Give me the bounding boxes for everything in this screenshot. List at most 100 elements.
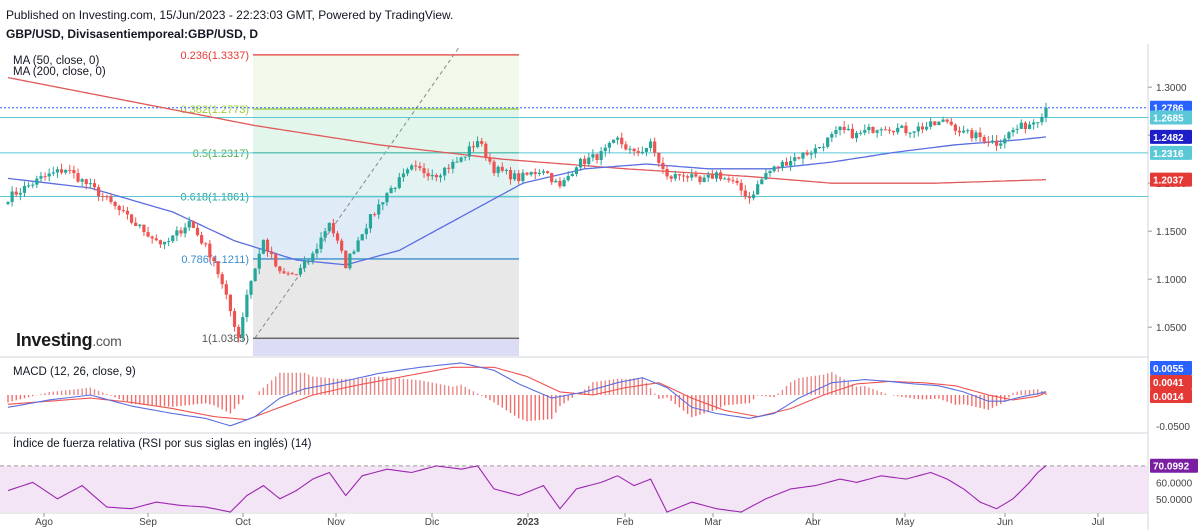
candle-body xyxy=(208,243,212,258)
candle-body xyxy=(640,151,644,153)
candle-body xyxy=(154,238,158,241)
candle-body xyxy=(393,187,397,189)
ma50-legend[interactable]: MA (50, close, 0) xyxy=(13,55,100,67)
candle-body xyxy=(756,184,760,195)
candle-body xyxy=(554,180,558,183)
candle-body xyxy=(302,261,307,268)
candle-body xyxy=(887,129,892,131)
candle-body xyxy=(64,169,68,173)
candle-body xyxy=(467,146,471,157)
candle-body xyxy=(385,193,389,203)
candle-body xyxy=(949,121,953,125)
candle-body xyxy=(801,152,805,159)
candle-body xyxy=(1007,132,1011,139)
candle-body xyxy=(780,161,784,168)
candle-body xyxy=(195,227,200,236)
candle-body xyxy=(854,132,859,139)
candle-body xyxy=(294,274,298,276)
candle-body xyxy=(945,119,949,122)
candle-body xyxy=(681,175,686,177)
rsi-legend[interactable]: Índice de fuerza relativa (RSI por sus s… xyxy=(13,438,312,450)
ma200-legend[interactable]: MA (200, close, 0) xyxy=(13,66,106,78)
candle-body xyxy=(550,173,554,183)
symbol-title: GBP/USD, Divisasentiemporeal:GBP/USD, D xyxy=(6,27,259,41)
candle-body xyxy=(525,172,529,175)
candle-body xyxy=(92,183,97,188)
candle-body xyxy=(142,224,146,233)
candle-body xyxy=(760,179,764,185)
fib-zone xyxy=(253,54,519,109)
candle-body xyxy=(1027,124,1032,130)
candle-body xyxy=(463,156,467,158)
candle-body xyxy=(978,132,982,138)
candle-body xyxy=(953,124,957,131)
candle-body xyxy=(904,125,908,134)
candle-body xyxy=(908,132,912,134)
candle-body xyxy=(51,172,55,174)
fib-zone xyxy=(253,258,519,339)
candle-body xyxy=(187,221,191,228)
candle-body xyxy=(443,167,447,176)
candle-body xyxy=(307,260,311,262)
candle-body xyxy=(249,281,253,295)
candle-body xyxy=(826,137,830,147)
candle-body xyxy=(1023,122,1028,130)
candle-body xyxy=(879,129,883,131)
price-tick-label: 1.1500 xyxy=(1156,227,1187,238)
candle-body xyxy=(88,183,92,185)
logo-main: Investing xyxy=(16,330,93,350)
macd-legend[interactable]: MACD (12, 26, close, 9) xyxy=(13,366,136,378)
candle-body xyxy=(838,126,842,131)
candle-body xyxy=(962,130,966,133)
price-badge xyxy=(1150,110,1192,125)
time-tick-label: 2023 xyxy=(517,517,540,528)
candle-body xyxy=(809,153,813,155)
candle-body xyxy=(340,240,344,251)
candle-body xyxy=(562,180,566,187)
candle-body xyxy=(850,128,855,139)
candle-body xyxy=(59,169,64,173)
candle-body xyxy=(101,196,105,198)
candle-body xyxy=(80,179,84,182)
candle-body xyxy=(714,172,719,179)
candle-body xyxy=(438,175,443,178)
macd-line xyxy=(7,362,1047,427)
candle-body xyxy=(607,142,611,148)
candle-body xyxy=(319,237,323,249)
rsi-line xyxy=(7,465,1047,513)
candle-body xyxy=(138,224,142,227)
candle-body xyxy=(813,148,817,154)
candle-body xyxy=(377,204,381,215)
candle-body xyxy=(146,232,150,237)
candle-body xyxy=(315,248,319,254)
candle-body xyxy=(558,180,562,187)
candle-body xyxy=(175,230,179,236)
candle-body xyxy=(129,214,134,223)
candle-body xyxy=(72,170,76,174)
time-tick-label: Jun xyxy=(997,517,1013,528)
candle-body xyxy=(916,126,920,132)
price-badge-label: 1.2482 xyxy=(1153,133,1184,144)
candle-body xyxy=(484,143,488,158)
candle-body xyxy=(966,130,970,132)
candle-body xyxy=(533,172,537,175)
candle-body xyxy=(508,169,513,180)
fib-trend-line xyxy=(254,45,461,339)
candle-body xyxy=(517,173,521,182)
logo-suffix: .com xyxy=(92,333,122,349)
candle-body xyxy=(204,243,208,245)
price-tick-label: 1.1000 xyxy=(1156,275,1187,286)
macd-value-badge xyxy=(1150,361,1192,375)
candle-body xyxy=(480,141,484,144)
candle-body xyxy=(434,174,438,178)
macd-value-badge xyxy=(1150,375,1192,389)
candle-body xyxy=(134,222,138,227)
candle-body xyxy=(237,326,241,338)
macd-value-badge xyxy=(1150,389,1192,403)
rsi-tick-label: 60.0000 xyxy=(1156,478,1193,489)
candle-body xyxy=(232,311,237,327)
candle-body xyxy=(410,165,414,170)
candle-body xyxy=(587,157,591,164)
time-tick-label: Dic xyxy=(425,517,439,528)
candle-body xyxy=(1036,122,1040,124)
